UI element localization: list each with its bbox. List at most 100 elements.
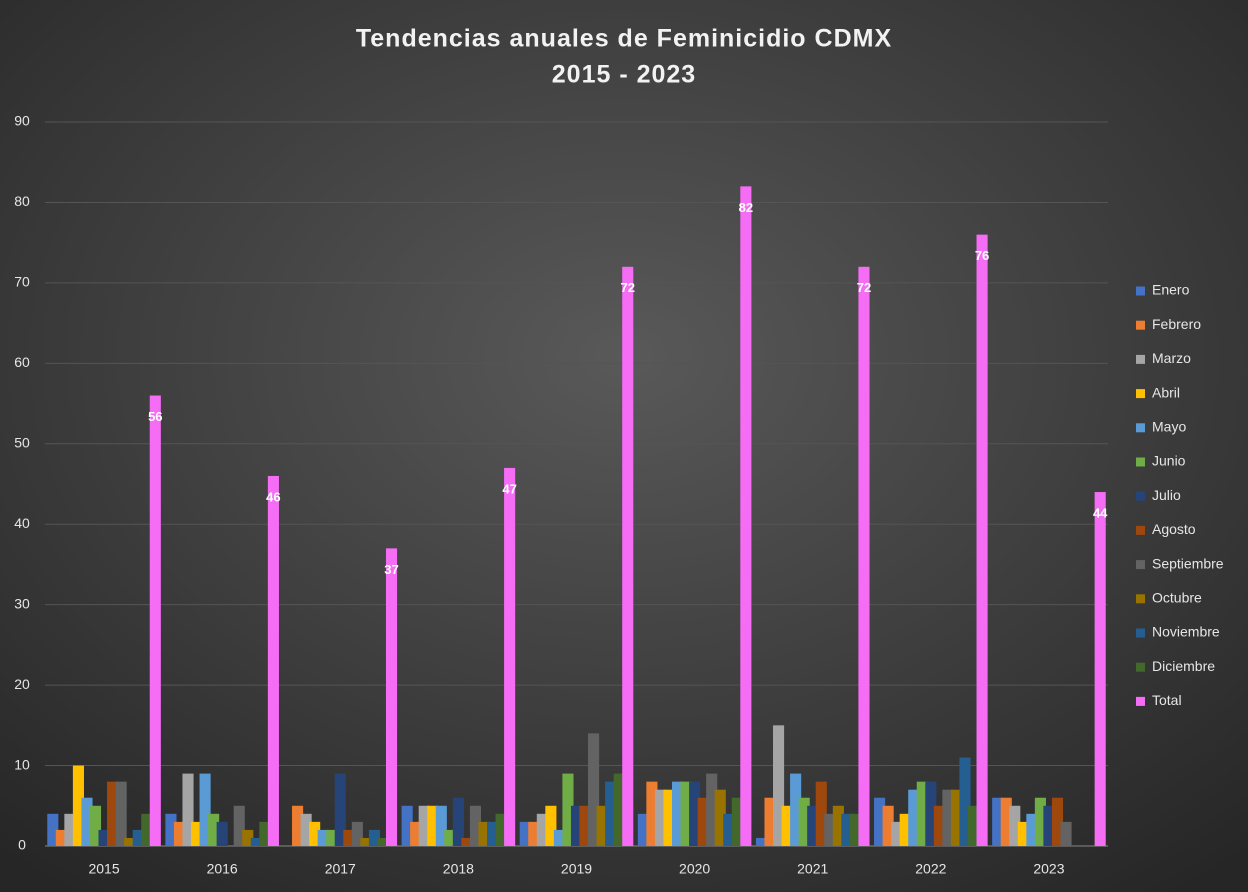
bar <box>504 467 516 846</box>
bar <box>368 829 380 846</box>
bar <box>976 234 988 847</box>
bar <box>444 829 456 846</box>
bar <box>1000 797 1012 846</box>
bar <box>992 797 1004 846</box>
legend-label: Marzo <box>1152 350 1191 366</box>
x-tick-label: 2018 <box>443 861 474 877</box>
y-tick-label: 30 <box>14 595 30 611</box>
data-label: 46 <box>266 489 280 504</box>
bar <box>486 821 499 846</box>
bar <box>81 797 93 846</box>
data-label: 82 <box>739 200 753 215</box>
bar <box>916 781 928 846</box>
bar <box>790 773 802 846</box>
bar <box>714 789 726 846</box>
bar <box>959 757 971 846</box>
chart-title: Tendencias anuales de Feminicidio CDMX <box>356 25 892 53</box>
legend-label: Diciembre <box>1152 658 1215 674</box>
bar <box>326 829 338 846</box>
legend-swatch <box>1136 423 1145 433</box>
bar <box>942 789 954 846</box>
legend-swatch <box>1136 354 1145 364</box>
legend-label: Agosto <box>1152 521 1196 537</box>
bar <box>149 395 161 846</box>
y-tick-label: 40 <box>14 515 30 531</box>
data-label: 76 <box>975 248 989 263</box>
bar <box>182 773 194 846</box>
bar <box>242 829 254 846</box>
bar <box>925 781 937 846</box>
bar <box>495 813 507 846</box>
bar <box>107 781 119 846</box>
bar <box>55 829 67 846</box>
bar <box>536 813 548 846</box>
bar <box>1009 805 1021 846</box>
bar <box>461 837 473 846</box>
bar <box>874 797 886 846</box>
bar <box>190 821 203 846</box>
bar <box>233 805 245 846</box>
x-tick-label: 2019 <box>561 861 592 877</box>
bar <box>671 781 684 846</box>
legend-label: Junio <box>1152 453 1186 469</box>
bar <box>300 813 312 846</box>
bar <box>385 548 398 846</box>
bar <box>773 725 785 846</box>
bar <box>579 805 591 846</box>
bar <box>1060 821 1072 846</box>
data-label: 47 <box>502 481 516 496</box>
legend-label: Total <box>1152 692 1182 708</box>
y-tick-label: 70 <box>14 274 30 290</box>
bar <box>519 821 531 846</box>
legend-label: Julio <box>1152 487 1181 503</box>
bar <box>1026 813 1038 846</box>
bar <box>410 821 422 846</box>
y-tick-label: 0 <box>18 837 26 853</box>
bar <box>654 789 667 846</box>
x-tick-label: 2015 <box>88 861 119 877</box>
legend-label: Enero <box>1152 282 1190 298</box>
bar <box>933 805 945 846</box>
legend-label: Septiembre <box>1152 555 1224 571</box>
bar <box>908 789 920 846</box>
bar <box>1034 797 1046 846</box>
y-tick-label: 50 <box>14 434 30 450</box>
x-tick-label: 2021 <box>797 861 828 877</box>
bar <box>334 773 346 846</box>
bar <box>807 805 819 846</box>
bar <box>216 821 228 846</box>
legend-swatch <box>1136 594 1145 604</box>
legend-label: Abril <box>1152 384 1180 400</box>
legend-swatch <box>1136 491 1145 501</box>
legend-swatch <box>1136 662 1145 672</box>
bar <box>570 805 583 846</box>
legend-swatch <box>1136 286 1145 296</box>
bar <box>764 797 776 846</box>
bar <box>360 837 372 846</box>
bar <box>706 773 718 846</box>
bar <box>781 805 793 846</box>
x-tick-label: 2016 <box>207 861 238 877</box>
bar <box>723 813 735 846</box>
bar <box>689 781 701 846</box>
bar <box>124 837 136 846</box>
bar <box>292 805 304 846</box>
legend-swatch <box>1136 320 1145 330</box>
bar <box>588 733 600 846</box>
legend-label: Mayo <box>1152 419 1186 435</box>
bar <box>418 805 430 846</box>
bar <box>663 789 675 846</box>
bar <box>646 781 658 846</box>
legend-swatch <box>1136 628 1145 638</box>
y-tick-label: 60 <box>14 354 30 370</box>
bar <box>401 805 413 846</box>
bar <box>841 813 853 846</box>
y-tick-label: 20 <box>14 676 30 692</box>
bar <box>98 829 110 846</box>
bar <box>528 821 540 846</box>
bar <box>267 475 279 846</box>
y-tick-label: 80 <box>14 193 30 209</box>
bar <box>351 821 363 846</box>
